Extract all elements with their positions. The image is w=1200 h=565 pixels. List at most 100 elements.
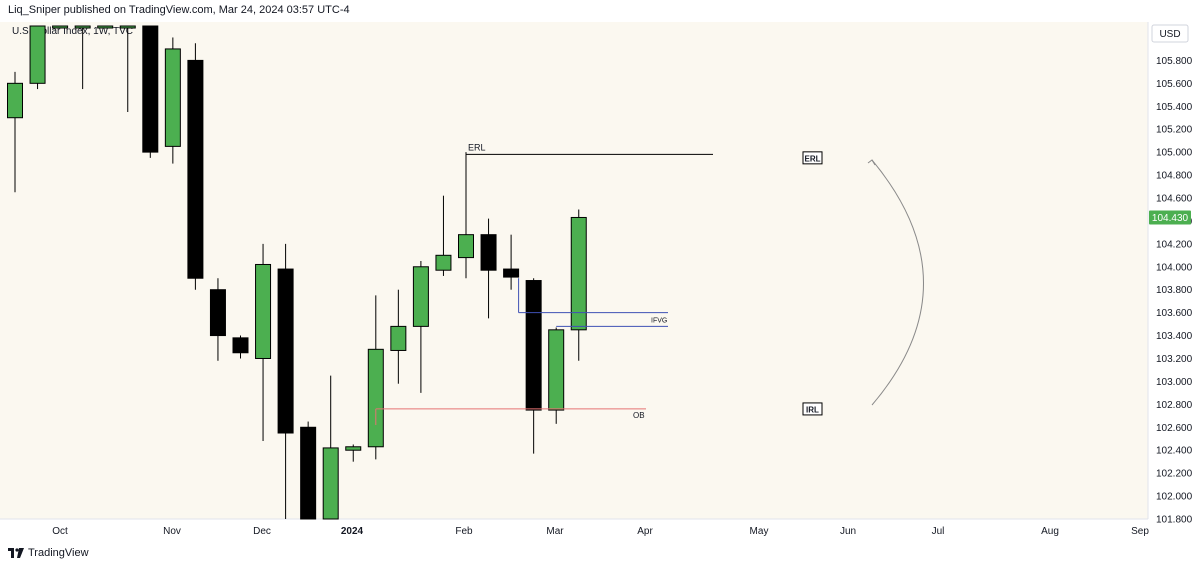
- price-tick-label: 102.200: [1156, 469, 1193, 480]
- last-price-label: 104.430: [1152, 213, 1189, 224]
- time-axis-labels: Oct Nov Dec 2024 Feb Mar Apr May Jun Jul Aug Sep: [52, 526, 1149, 537]
- erl-box[interactable]: [802, 151, 823, 165]
- candle[interactable]: [345, 444, 362, 462]
- erl-box-label: ERL: [805, 154, 821, 163]
- candlestick-chart[interactable]: U.S. Dollar Index, 1W, TVC 105.800 105.60…: [0, 22, 1200, 542]
- price-tick-label: 105.400: [1156, 102, 1193, 113]
- bull-candle-body: [412, 266, 429, 327]
- bull-candle-body: [367, 348, 384, 448]
- candle[interactable]: [322, 375, 339, 520]
- time-tick-label: Mar: [546, 526, 564, 537]
- candle[interactable]: [255, 243, 272, 442]
- bull-candle-body: [29, 25, 46, 84]
- bull-candle-body: [458, 234, 474, 259]
- published-text: Liq_Sniper published on TradingView.com,…: [8, 4, 350, 16]
- time-tick-label: Nov: [163, 526, 181, 537]
- price-tick-label: 104.600: [1156, 193, 1193, 204]
- currency-box[interactable]: [1151, 24, 1189, 43]
- last-price-box: [1149, 210, 1191, 225]
- candle[interactable]: [74, 25, 91, 90]
- bull-candle-body: [119, 25, 136, 29]
- candle[interactable]: [570, 209, 587, 361]
- candle[interactable]: [142, 25, 159, 158]
- projection-arrowhead: [867, 159, 876, 166]
- price-tick-label: 105.600: [1156, 79, 1193, 90]
- price-tick-label: 102.600: [1156, 423, 1193, 434]
- candle[interactable]: [367, 295, 384, 460]
- bull-candle-body: [322, 447, 339, 520]
- bull-candle-body: [97, 25, 114, 29]
- candle[interactable]: [480, 218, 497, 319]
- bull-candle-body: [435, 254, 452, 271]
- bear-candle-body: [232, 337, 249, 354]
- symbol-label: U.S. Dollar Index, 1W, TVC: [12, 26, 133, 37]
- time-tick-label: Apr: [637, 526, 653, 537]
- price-tick-label: 105.200: [1156, 125, 1193, 136]
- candle[interactable]: [97, 25, 114, 29]
- candle[interactable]: [277, 243, 294, 519]
- price-tick-label: 103.400: [1156, 331, 1193, 342]
- price-tick-label: 103.800: [1156, 285, 1193, 296]
- annotations: ERL IFVG OB ERL IRL: [375, 142, 823, 425]
- candle[interactable]: [435, 195, 452, 276]
- time-tick-label: Oct: [52, 526, 68, 537]
- bear-candle-body: [525, 280, 542, 411]
- candle[interactable]: [164, 37, 181, 164]
- candle[interactable]: [7, 71, 23, 193]
- price-tick-label: 102.400: [1156, 446, 1193, 457]
- bear-candle-body: [277, 268, 294, 434]
- tradingview-logo-icon: [8, 548, 24, 558]
- irl-box[interactable]: [802, 402, 823, 416]
- price-tick-label: 104.800: [1156, 171, 1193, 182]
- price-tick-label: 103.200: [1156, 354, 1193, 365]
- bull-candle-body: [570, 216, 587, 331]
- ifvg-label: IFVG: [651, 318, 667, 325]
- candle[interactable]: [548, 327, 565, 424]
- price-tick-label: 101.800: [1156, 515, 1193, 526]
- bull-candle-body: [345, 446, 362, 451]
- time-tick-label: Sep: [1131, 526, 1149, 537]
- bull-candle-body: [164, 48, 181, 147]
- irl-box-label: IRL: [806, 405, 819, 414]
- candle[interactable]: [52, 25, 69, 29]
- bull-candle-body: [390, 325, 407, 351]
- time-tick-label: Feb: [455, 526, 473, 537]
- bear-candle-body: [209, 289, 226, 337]
- bear-candle-body: [503, 268, 520, 278]
- candle[interactable]: [187, 43, 204, 290]
- price-tick-label: 105.800: [1156, 56, 1193, 67]
- price-tick-label: 103.000: [1156, 377, 1193, 388]
- candle[interactable]: [119, 25, 136, 112]
- price-axis-background: [1148, 22, 1200, 519]
- candle[interactable]: [29, 25, 46, 90]
- chart-frame[interactable]: U.S. Dollar Index, 1W, TVC 105.800 105.60…: [0, 22, 1200, 542]
- bull-candle-body: [255, 263, 272, 359]
- footer: TradingView: [0, 542, 1200, 565]
- candle[interactable]: [390, 289, 407, 384]
- bull-candle-body: [548, 329, 565, 411]
- brand-name: TradingView: [28, 547, 89, 559]
- candle[interactable]: [412, 261, 429, 393]
- time-tick-label: May: [750, 526, 769, 537]
- price-axis-ticks: 105.800 105.600 105.400 105.200 105.000 104.8…: [1156, 56, 1193, 526]
- candle[interactable]: [232, 335, 249, 359]
- bull-candle-body: [74, 25, 91, 29]
- price-tick-label: 103.600: [1156, 308, 1193, 319]
- time-tick-label: Dec: [253, 526, 271, 537]
- candle[interactable]: [209, 278, 226, 361]
- currency-label: USD: [1159, 29, 1180, 40]
- ob-label: OB: [633, 411, 645, 420]
- price-tick-label: 105.000: [1156, 148, 1193, 159]
- tradingview-logo[interactable]: TradingView: [8, 546, 89, 560]
- price-tick-label: 102.000: [1156, 492, 1193, 503]
- time-tick-label: Aug: [1041, 526, 1059, 537]
- projection-arrow: [871, 159, 924, 406]
- price-tick-label: 104.200: [1156, 239, 1193, 250]
- candle[interactable]: [300, 421, 317, 520]
- price-tick-label: 102.800: [1156, 400, 1193, 411]
- candle[interactable]: [503, 234, 520, 290]
- time-tick-label: Jun: [840, 526, 856, 537]
- time-tick-label: 2024: [341, 526, 364, 537]
- bear-candle-body: [187, 59, 204, 279]
- time-axis-background: [0, 519, 1200, 542]
